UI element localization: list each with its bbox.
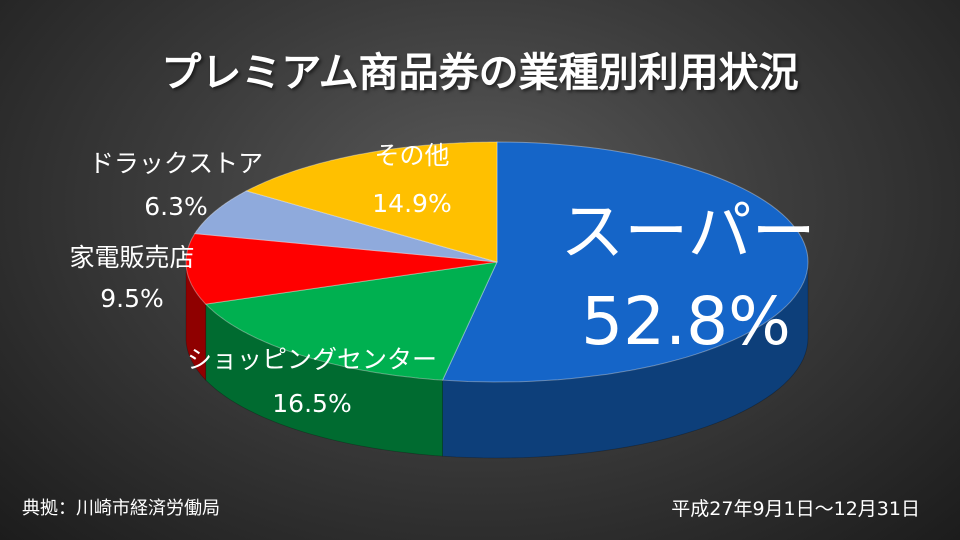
slice-side-shopping-center xyxy=(205,303,443,457)
chart-title: プレミアム商品券の業種別利用状況 xyxy=(161,50,799,96)
slice-name-other: その他 xyxy=(374,141,449,170)
slice-name-super: スーパー xyxy=(560,196,815,270)
slice-shopping-center xyxy=(204,261,498,381)
slice-name-appliance: 家電販売店 xyxy=(69,243,194,272)
period-note: 平成27年9月1日～12月31日 xyxy=(671,498,920,520)
pie-labels: スーパー 52.8% ショッピングセンター 16.5% 家電販売店 9.5% ド… xyxy=(69,141,815,418)
slice-appliance xyxy=(185,233,498,305)
slice-side-appliance xyxy=(185,262,207,382)
slice-value-super: 52.8% xyxy=(581,283,791,360)
slice-super xyxy=(441,141,809,383)
slice-value-shopping-center: 16.5% xyxy=(272,389,351,418)
slice-name-shopping-center: ショッピングセンター xyxy=(187,345,437,374)
slice-value-drugstore: 6.3% xyxy=(144,192,208,221)
source-note: 典拠：川崎市経済労働局 xyxy=(22,498,220,519)
slice-value-other: 14.9% xyxy=(372,189,451,218)
slice-other xyxy=(245,141,498,263)
slice-name-drugstore: ドラックストア xyxy=(89,149,263,178)
pie-slices xyxy=(185,141,809,383)
pie-sides xyxy=(185,261,809,459)
slice-drugstore xyxy=(193,190,498,263)
slice-value-appliance: 9.5% xyxy=(100,284,164,313)
